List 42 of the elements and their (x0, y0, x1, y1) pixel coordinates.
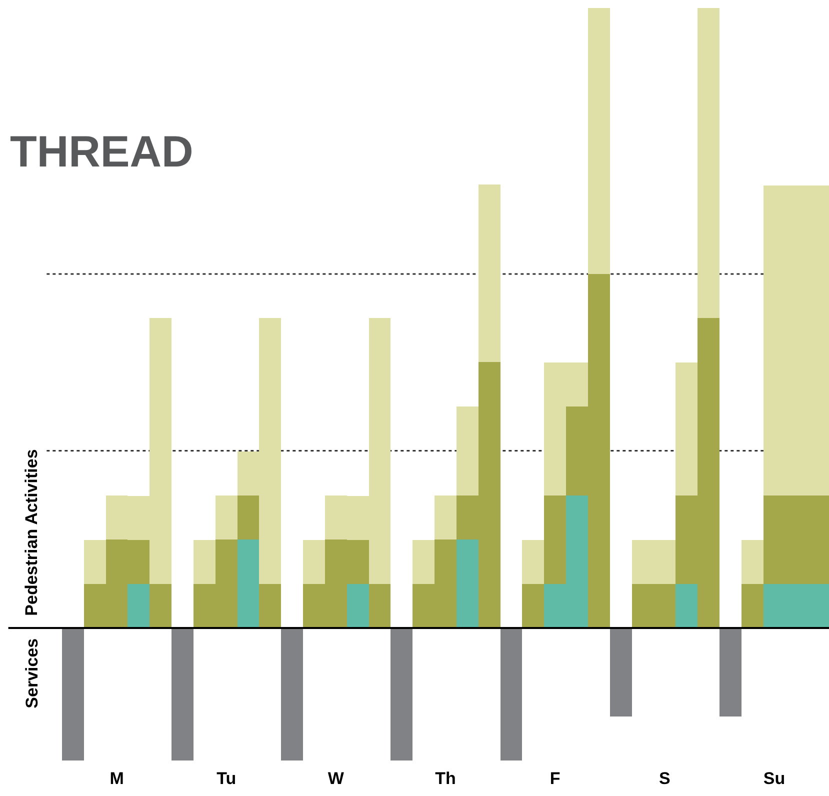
bar (522, 584, 544, 628)
bar (610, 628, 632, 717)
bar (150, 584, 172, 628)
y-axis-title: Pedestrian Activities (22, 449, 41, 616)
bar (84, 540, 106, 584)
x-tick-label: W (328, 769, 345, 788)
bar (719, 628, 742, 717)
text: THREAD (10, 128, 194, 177)
bar (544, 495, 566, 584)
bar (522, 540, 544, 584)
bar (215, 495, 238, 540)
bar (741, 540, 764, 584)
bar (698, 8, 720, 318)
bar (456, 406, 478, 496)
x-tick-label: Su (763, 769, 786, 788)
x-tick-label: Th (435, 769, 456, 788)
bar (281, 628, 304, 761)
x-tick-label: Tu (216, 769, 236, 788)
text: Services (22, 638, 42, 708)
bar (741, 584, 764, 628)
bar (237, 495, 260, 540)
bar (676, 584, 698, 628)
bar (588, 8, 610, 274)
bar (259, 584, 282, 628)
x-tick-label: S (658, 769, 670, 788)
bar (676, 362, 698, 496)
bar (456, 539, 478, 628)
x-tick-label: F (550, 769, 560, 788)
bar (478, 184, 500, 362)
bar (390, 628, 413, 761)
x-tick-label: M (110, 769, 124, 788)
bar (434, 495, 456, 540)
bar (500, 628, 522, 761)
bar (237, 539, 260, 628)
bar (62, 628, 84, 761)
bar (303, 540, 325, 584)
bar (128, 584, 150, 628)
bar (172, 628, 194, 761)
bar (193, 540, 216, 584)
bar (346, 584, 369, 628)
bar (368, 584, 391, 628)
bar (412, 540, 435, 584)
